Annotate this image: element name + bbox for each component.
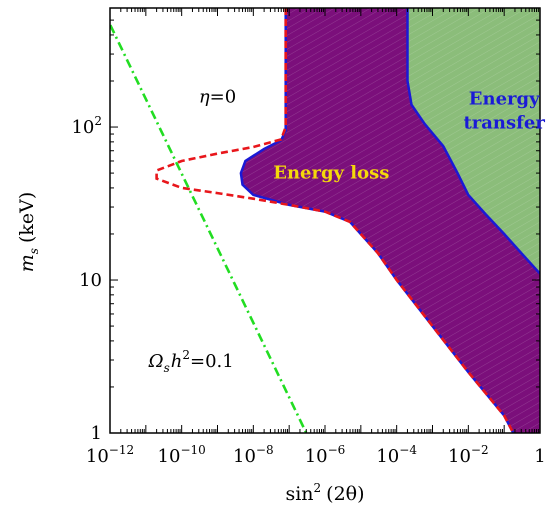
region-label-energy-transfer: Energy transfer xyxy=(463,89,545,134)
labels-layer: 10−12 10−10 10−8 10−6 10−4 10−2 1 1 10 102 Energy … xyxy=(71,86,545,467)
x-tick-label: 10−10 xyxy=(158,443,206,467)
series-line-0 xyxy=(155,8,515,433)
y-axis-title: ms (keV) xyxy=(16,192,41,273)
x-tick-label: 10−6 xyxy=(305,443,346,467)
y-axis-title-unit: (keV) xyxy=(16,192,38,243)
y-tick-label: 10 xyxy=(79,270,102,291)
y-tick-label: 102 xyxy=(71,114,102,138)
titles-layer: sin2 (2θ) ms (keV) xyxy=(16,192,365,505)
x-axis-title-main: sin xyxy=(285,483,313,505)
annotation-omega: Ωsh2=0.1 xyxy=(148,348,234,375)
x-tick-label: 10−12 xyxy=(86,443,134,467)
x-tick-label: 10−8 xyxy=(233,443,274,467)
y-axis-title-main: m xyxy=(16,254,38,272)
region-label-energy-loss: Energy loss xyxy=(273,163,389,184)
x-axis-title: sin2 (2θ) xyxy=(285,481,364,505)
y-tick-label: 1 xyxy=(91,423,102,444)
y-axis-title-sub: s xyxy=(27,248,41,254)
x-tick-label: 10−2 xyxy=(448,443,489,467)
region-hatch-1 xyxy=(407,8,540,274)
series-line-1 xyxy=(110,21,308,433)
plot-frame xyxy=(109,7,541,434)
x-tick-label: 1 xyxy=(534,446,545,467)
annotation-eta: η=0 xyxy=(199,86,236,107)
x-axis-title-arg: (2θ) xyxy=(326,483,364,505)
region-boundary-1 xyxy=(406,8,540,275)
regions-layer xyxy=(239,8,540,433)
x-tick-label: 10−4 xyxy=(376,443,417,467)
x-axis-title-sup: 2 xyxy=(314,481,322,495)
lines-layer xyxy=(110,8,515,433)
